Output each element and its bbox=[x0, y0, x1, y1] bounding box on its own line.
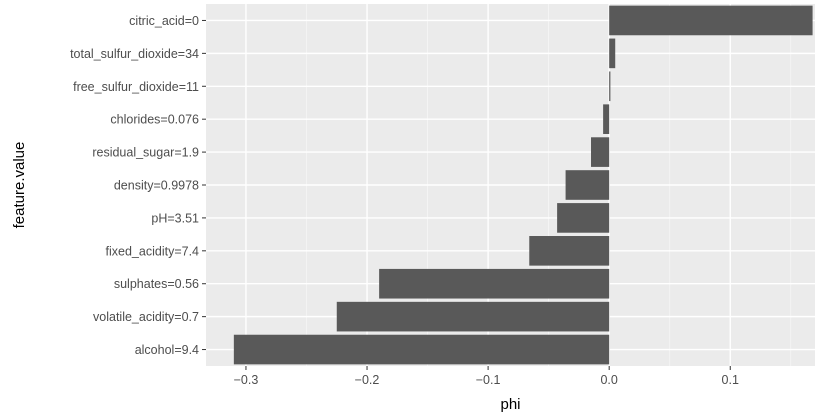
bar bbox=[591, 137, 610, 167]
y-tick-label: residual_sugar=1.9 bbox=[92, 146, 199, 160]
x-axis: −0.3 −0.2 −0.1 0.0 0.1 bbox=[234, 366, 739, 387]
y-tick-label: alcohol=9.4 bbox=[135, 343, 199, 357]
x-tick-label: −0.1 bbox=[476, 373, 501, 387]
y-tick-label: volatile_acidity=0.7 bbox=[93, 310, 199, 324]
bar bbox=[529, 236, 610, 266]
y-tick-label: density=0.9978 bbox=[114, 179, 199, 193]
x-tick-label: 0.0 bbox=[600, 373, 617, 387]
y-tick-label: chlorides=0.076 bbox=[110, 113, 199, 127]
x-tick-label: −0.2 bbox=[355, 373, 380, 387]
y-tick-label: sulphates=0.56 bbox=[114, 277, 199, 291]
x-tick-label: −0.3 bbox=[234, 373, 259, 387]
y-axis: citric_acid=0 total_sulfur_dioxide=34free… bbox=[70, 14, 206, 357]
y-tick-label: total_sulfur_dioxide=34 bbox=[70, 47, 199, 61]
y-tick-label: citric_acid=0 bbox=[129, 14, 199, 28]
x-axis-title: phi bbox=[500, 396, 520, 413]
y-tick-label: pH=3.51 bbox=[151, 211, 199, 225]
bar bbox=[565, 170, 610, 200]
x-tick-label: 0.1 bbox=[722, 373, 739, 387]
bar bbox=[233, 334, 610, 365]
bar bbox=[557, 203, 610, 233]
y-tick-label: fixed_acidity=7.4 bbox=[106, 244, 200, 258]
bars bbox=[233, 5, 813, 365]
y-tick-label: free_sulfur_dioxide=11 bbox=[73, 80, 199, 94]
y-axis-title: feature.value bbox=[11, 142, 28, 229]
bar bbox=[603, 104, 610, 134]
bar bbox=[609, 5, 813, 36]
bar bbox=[379, 268, 610, 299]
bar bbox=[609, 38, 616, 69]
bar bbox=[336, 301, 610, 332]
bar bbox=[609, 71, 611, 102]
